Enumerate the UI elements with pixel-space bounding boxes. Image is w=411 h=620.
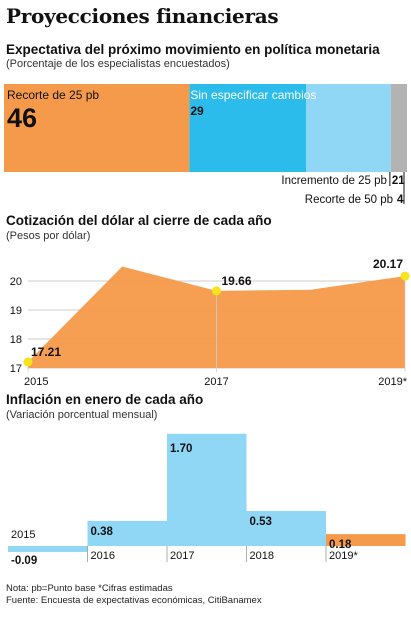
inflation-bar-2019 bbox=[326, 534, 406, 546]
x-tick-label: 2017 bbox=[204, 376, 228, 388]
segment-value-3: 21 bbox=[392, 175, 405, 187]
segment-value-4: 4 bbox=[397, 194, 404, 206]
data-point-label: 19.66 bbox=[222, 274, 252, 288]
segment-value-1: 46 bbox=[7, 103, 37, 133]
bar-value-label: 0.18 bbox=[329, 539, 352, 551]
data-point-label: 17.21 bbox=[31, 345, 61, 359]
segment-value-2: 29 bbox=[190, 104, 204, 118]
x-category-label: 2017 bbox=[170, 550, 194, 562]
inflation-bar-2016 bbox=[87, 520, 167, 546]
x-category-label: 2018 bbox=[250, 550, 274, 562]
y-tick-label: 18 bbox=[10, 334, 22, 346]
segment-category-1: Recorte de 25 pb bbox=[7, 88, 99, 102]
section3-title: Inflación en enero de cada año bbox=[6, 392, 204, 407]
segment-bar-3 bbox=[306, 84, 391, 172]
x-category-label: 2019* bbox=[329, 550, 358, 562]
section1-title: Expectativa del próximo movimiento en po… bbox=[6, 42, 380, 57]
data-point-marker bbox=[400, 271, 410, 281]
bar-value-label: 1.70 bbox=[170, 443, 192, 455]
segment-category-2: Sin especificar cambios bbox=[190, 88, 316, 102]
x-tick-label: 2015 bbox=[24, 376, 48, 388]
section3-subtitle: (Variación porcentual mensual) bbox=[6, 409, 158, 421]
data-point-marker bbox=[212, 286, 221, 296]
segment-category-4: Recorte de 50 pb bbox=[305, 194, 393, 206]
section2-subtitle: (Pesos por dólar) bbox=[6, 230, 91, 242]
section1-subtitle: (Porcentaje de los especialistas encuest… bbox=[6, 58, 230, 70]
dollar-exchange-area-chart: 17 18 19 20 17.21 19.66 20.17 2015 2017 2019* bbox=[10, 257, 410, 388]
inflation-bar-chart: -0.09 2015 0.38 2016 1.70 2017 0.53 2018 0.18201… bbox=[8, 433, 406, 567]
segment-bar-4 bbox=[390, 84, 407, 172]
segment-bar-2 bbox=[189, 84, 307, 172]
inflation-bar-2018 bbox=[246, 511, 326, 546]
y-tick-label: 19 bbox=[10, 305, 22, 317]
inflation-bar-2015 bbox=[8, 546, 88, 552]
y-tick-label: 20 bbox=[10, 276, 22, 288]
bar-value-label: 0.38 bbox=[91, 526, 114, 538]
footer-note: Nota: pb=Punto base *Cifras estimadas bbox=[6, 583, 173, 594]
x-category-label: 2015 bbox=[11, 529, 35, 541]
section2-title: Cotización del dólar al cierre de cada a… bbox=[6, 213, 272, 228]
segment-bar-1 bbox=[4, 84, 190, 172]
bar-value-label: 0.53 bbox=[250, 516, 272, 528]
bar-value-label: -0.09 bbox=[11, 555, 37, 567]
x-tick-label: 2019* bbox=[378, 376, 407, 388]
data-point-label: 20.17 bbox=[373, 257, 403, 271]
y-tick-label: 17 bbox=[10, 363, 22, 375]
segment-category-3: Incremento de 25 pb bbox=[281, 175, 387, 187]
main-title: Proyecciones financieras bbox=[6, 4, 279, 28]
x-category-label: 2016 bbox=[91, 550, 115, 562]
footer-source: Fuente: Encuesta de expectativas económi… bbox=[6, 595, 262, 606]
inflation-bar-2017 bbox=[167, 433, 247, 546]
footer: Nota: pb=Punto base *Cifras estimadas Fu… bbox=[6, 583, 262, 607]
data-point-marker bbox=[23, 357, 33, 367]
